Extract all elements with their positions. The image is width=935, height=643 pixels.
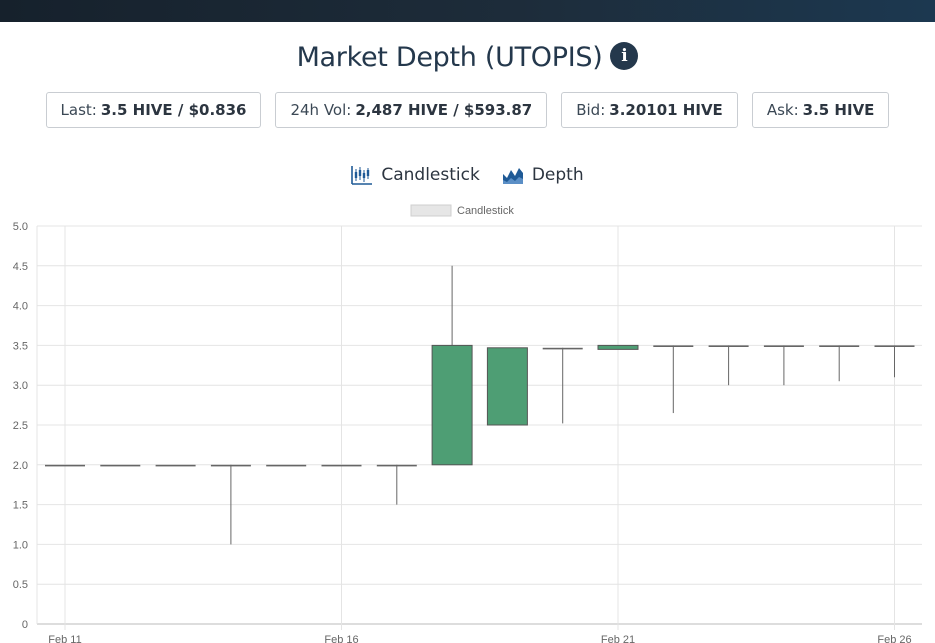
candlestick-chart: Candlestick 0 0.5 1.0 1.5 2.0 2.5 3.0 3.5 4.0 4.5 5… [13, 204, 922, 643]
candle-body [376, 464, 417, 467]
y-tick-label: 3.5 [13, 340, 28, 352]
depth-chart-icon [502, 165, 524, 185]
x-tick-label: Feb 16 [324, 634, 358, 643]
y-tick-label: 2.0 [13, 460, 28, 472]
x-tick-label: Feb 26 [877, 634, 911, 643]
tab-label: Depth [531, 165, 584, 185]
legend-label: Candlestick [457, 205, 514, 217]
tab-label: Candlestick [381, 165, 480, 185]
top-navigation-bar [0, 0, 935, 22]
tab-depth[interactable]: Depth [502, 160, 584, 190]
y-tick-label: 1.0 [13, 539, 28, 551]
stat-bid: Bid: 3.20101 HIVE [561, 92, 738, 128]
x-tick-label: Feb 21 [601, 634, 635, 643]
stat-label: 24h Vol: [290, 101, 352, 119]
stat-last: Last: 3.5 HIVE / $0.836 [45, 92, 262, 128]
candle-body [874, 345, 915, 347]
candle-body [708, 345, 749, 347]
candlestick-icon [351, 165, 373, 185]
y-tick-label: 3.0 [13, 380, 28, 392]
candle-body [486, 347, 528, 426]
stat-value: 3.5 HIVE / $0.836 [100, 101, 247, 119]
y-tick-label: 0 [22, 619, 28, 631]
candle-body [431, 344, 473, 466]
candle-body [45, 464, 85, 467]
candle-body [542, 347, 583, 350]
y-tick-label: 0.5 [13, 579, 28, 591]
tab-candlestick[interactable]: Candlestick [351, 160, 480, 190]
stat-label: Last: [60, 101, 97, 119]
stat-value: 3.5 HIVE [802, 101, 875, 119]
y-tick-label: 1.5 [13, 500, 28, 512]
title-row: Market Depth (UTOPIS) i [0, 36, 935, 78]
x-tick-label: Feb 11 [48, 634, 81, 643]
candle-body [210, 464, 251, 467]
legend-swatch [410, 204, 452, 217]
candle-body [100, 464, 141, 467]
stat-value: 2,487 HIVE / $593.87 [355, 101, 533, 119]
candle-body [266, 464, 307, 467]
y-tick-label: 4.5 [13, 261, 28, 273]
stat-ask: Ask: 3.5 HIVE [751, 92, 890, 128]
stat-label: Bid: [576, 101, 606, 119]
stat-label: Ask: [766, 101, 799, 119]
chart-type-tabs: Candlestick Depth [0, 160, 935, 190]
candle-body [763, 345, 804, 347]
candle-body [321, 464, 362, 467]
market-stats: Last: 3.5 HIVE / $0.836 24h Vol: 2,487 H… [0, 92, 935, 128]
y-tick-label: 5.0 [13, 221, 28, 233]
stat-24h-volume: 24h Vol: 2,487 HIVE / $593.87 [275, 92, 548, 128]
candle-body [819, 345, 860, 347]
y-tick-label: 2.5 [13, 420, 28, 432]
y-tick-label: 4.0 [13, 301, 28, 313]
candle-body [653, 345, 694, 347]
stat-value: 3.20101 HIVE [609, 101, 723, 119]
page-title: Market Depth (UTOPIS) [296, 41, 603, 73]
candle-body [155, 464, 196, 467]
candle-body [597, 344, 639, 350]
info-circle-icon[interactable]: i [610, 42, 639, 70]
